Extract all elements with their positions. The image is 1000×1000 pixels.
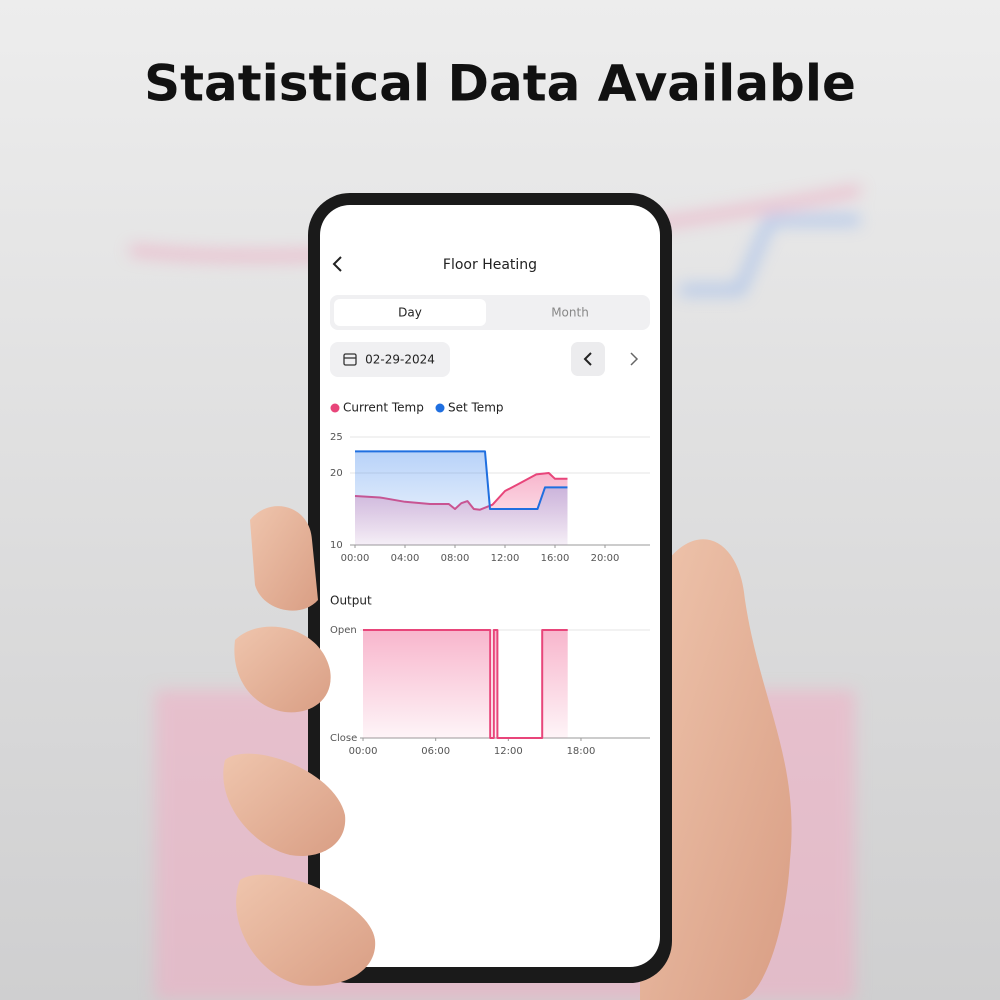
y-tick-label: 20 xyxy=(330,468,343,479)
series-line xyxy=(355,450,568,510)
screen-title: Floor Heating xyxy=(443,257,537,273)
x-tick-label: 00:00 xyxy=(341,553,370,564)
back-button[interactable] xyxy=(332,256,342,272)
y-tick-label: 25 xyxy=(330,432,343,443)
date-picker[interactable] xyxy=(330,342,450,377)
x-tick-label: 20:00 xyxy=(591,553,620,564)
tab[interactable]: Month xyxy=(551,306,589,320)
next-button[interactable] xyxy=(630,352,639,366)
headline: Statistical Data Available xyxy=(144,55,856,113)
y-tick-label: Open xyxy=(330,625,357,636)
chart-title: Output xyxy=(330,594,372,608)
legend-swatch xyxy=(435,403,445,413)
charts: 10 20 25 00:00 04:00 08:00 12:00 16:00 20:00 Curr… xyxy=(330,401,650,757)
tab-active[interactable] xyxy=(334,299,486,326)
hand-fingers xyxy=(223,506,376,986)
y-tick-label: 10 xyxy=(330,540,343,551)
x-tick-label: 04:00 xyxy=(391,553,420,564)
prev-button[interactable] xyxy=(571,342,605,376)
series-line xyxy=(363,629,568,739)
calendar-icon xyxy=(343,353,357,366)
y-tick-label: Close xyxy=(330,733,357,744)
x-tick-label: 18:00 xyxy=(567,746,596,757)
legend-swatch xyxy=(330,403,340,413)
x-tick-label: 12:00 xyxy=(494,746,523,757)
x-tick-label: 00:00 xyxy=(349,746,378,757)
date: 02-29-2024 xyxy=(365,353,435,367)
x-tick-label: 08:00 xyxy=(441,553,470,564)
prev-icon xyxy=(583,352,592,366)
legend-label: Current Temp xyxy=(343,401,424,415)
legend-label: Set Temp xyxy=(448,401,504,415)
x-tick-label: 16:00 xyxy=(541,553,570,564)
hand-palm xyxy=(640,539,792,1000)
x-tick-label: 06:00 xyxy=(421,746,450,757)
tab[interactable]: Day xyxy=(398,306,422,320)
series-area xyxy=(355,451,568,545)
phone-screen xyxy=(320,205,660,967)
x-tick-label: 12:00 xyxy=(491,553,520,564)
series-area xyxy=(363,630,568,738)
